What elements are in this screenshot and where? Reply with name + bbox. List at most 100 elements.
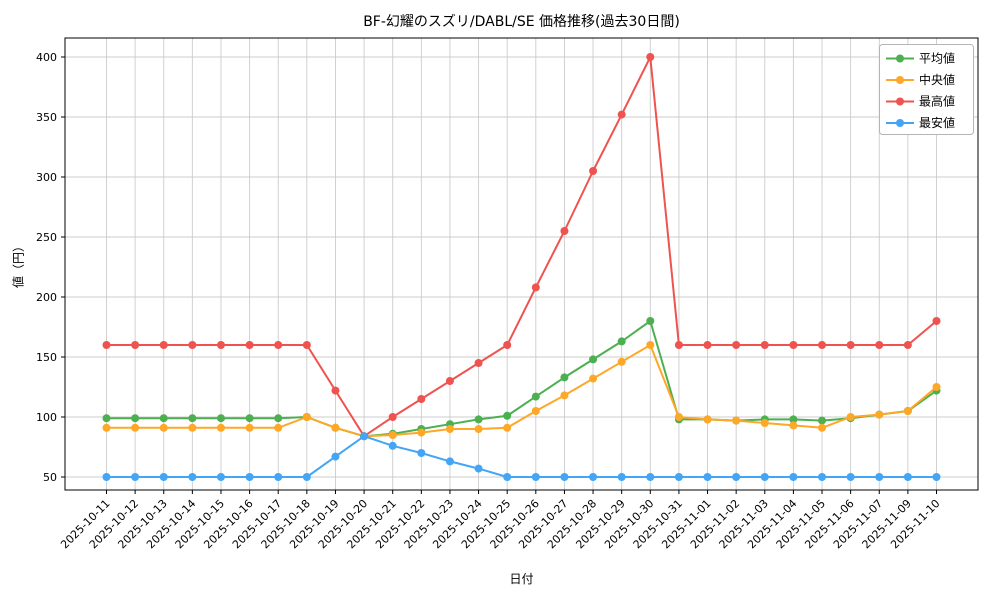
marker-max [274,341,283,349]
marker-median [589,374,598,383]
marker-median [560,391,569,400]
y-tick-label: 300 [36,171,57,184]
axes-frame [64,37,979,491]
marker-max [789,341,798,349]
marker-median [818,423,827,432]
marker-median [274,423,283,432]
marker-max [674,341,683,349]
marker-median [216,423,225,432]
marker-min [331,452,340,461]
marker-average [531,392,540,401]
marker-average [274,414,283,423]
legend-label-average: 平均値 [919,51,955,66]
marker-average [503,411,512,420]
marker-max [560,227,569,235]
y-tick-label: 200 [36,291,57,304]
marker-average [474,415,483,424]
marker-max [388,413,397,421]
y-tick-label: 250 [36,231,57,244]
marker-median [474,425,483,433]
marker-min [646,473,655,481]
marker-max [331,386,340,395]
marker-max [903,341,912,349]
marker-min [932,473,941,481]
marker-min [302,473,311,481]
marker-median [503,423,512,432]
marker-min [474,464,483,473]
marker-median [646,341,655,349]
series-median [102,341,941,441]
marker-median [302,413,311,421]
marker-min [760,473,769,481]
marker-max [417,395,426,403]
marker-max [589,167,598,175]
marker-min [360,432,369,441]
marker-average [159,414,168,423]
chart-title: BF-幻耀のスズリ/DABL/SE 価格推移(過去30日間) [363,14,680,30]
series-line-median [106,344,938,438]
marker-median [245,423,254,432]
marker-min [102,473,111,481]
marker-max [245,341,254,349]
marker-average [560,373,569,382]
marker-max [760,341,769,349]
marker-min [131,473,140,481]
marker-median [789,421,798,430]
series-line-max [106,56,938,438]
marker-average [818,416,827,425]
marker-max [474,359,483,367]
marker-min [703,473,712,481]
marker-median [732,416,741,425]
legend-marker-median [896,76,904,84]
marker-max [216,341,225,349]
legend-label-min: 最安値 [919,115,955,130]
marker-median [617,357,626,366]
marker-median [445,425,454,433]
marker-min [503,473,512,481]
series-line-min [106,435,937,478]
marker-min [216,473,225,481]
marker-median [331,423,340,432]
marker-average [131,414,140,423]
marker-min [903,473,912,481]
y-tick-label: 400 [36,51,57,64]
marker-median [846,413,855,421]
marker-median [703,415,712,424]
marker-max [703,341,712,349]
series-min [102,432,941,481]
marker-average [646,317,655,325]
marker-median [188,423,197,432]
marker-max [531,283,540,292]
marker-max [818,341,827,349]
marker-min [245,473,254,481]
y-tick-label: 100 [36,411,57,424]
series-max [102,53,941,441]
marker-average [617,337,626,346]
marker-median [674,413,683,421]
marker-min [188,473,197,481]
legend-label-median: 中央値 [919,72,955,87]
marker-average [188,414,197,423]
marker-median [531,407,540,415]
marker-min [846,473,855,481]
marker-min [159,473,168,481]
marker-min [674,473,683,481]
marker-median [131,423,140,432]
marker-min [589,473,598,481]
marker-max [646,53,655,61]
marker-min [789,473,798,481]
marker-min [417,449,426,457]
marker-median [903,407,912,415]
marker-min [560,473,569,481]
marker-max [617,110,626,119]
marker-median [932,383,941,391]
legend-marker-min [896,119,904,127]
marker-min [531,473,540,481]
marker-max [188,341,197,349]
marker-median [159,423,168,432]
marker-min [617,473,626,481]
marker-min [818,473,827,481]
legend-marker-max [896,97,904,106]
